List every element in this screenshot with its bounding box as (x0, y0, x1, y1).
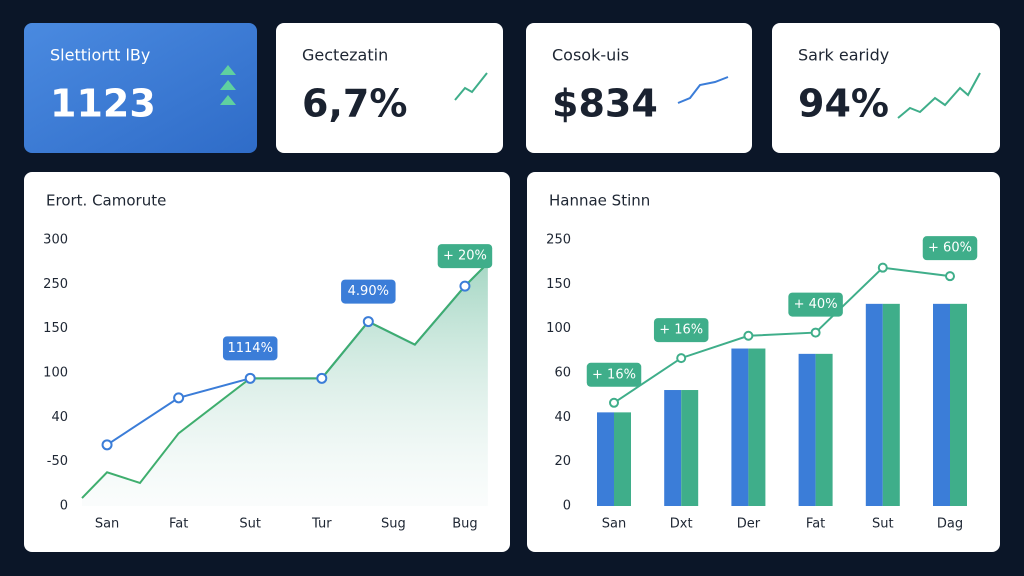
annotation-box (341, 279, 396, 304)
x-tick-label: Der (737, 517, 761, 532)
y-tick-label: 60 (554, 366, 571, 381)
line-series (81, 262, 489, 499)
data-point (101, 439, 113, 451)
sparkline (454, 72, 488, 101)
kpi-card (526, 23, 752, 153)
panel-title: Erort. Camorute (46, 192, 166, 210)
bar (731, 348, 749, 506)
x-tick-label: Sug (381, 517, 406, 532)
data-point (459, 280, 471, 292)
annotation-label: 4.90% (348, 284, 389, 299)
kpi-card (24, 23, 257, 153)
data-point (362, 316, 374, 328)
y-tick-label: 300 (43, 233, 68, 248)
kpi-icon (220, 65, 236, 75)
annotation-box (222, 336, 278, 361)
y-tick-label: 150 (546, 277, 571, 292)
x-tick-label: Fat (806, 517, 825, 532)
annotation-box (788, 292, 843, 317)
y-tick-label: 150 (43, 321, 68, 336)
annotation-label: + 16% (659, 323, 703, 338)
data-point (877, 262, 888, 273)
x-tick-label: Tur (311, 517, 332, 532)
bar (865, 303, 883, 506)
data-point (316, 372, 328, 384)
y-tick-label: 40 (51, 410, 68, 425)
annotation-box (437, 244, 493, 269)
annotation-label: + 20% (443, 249, 487, 264)
sparkline (677, 76, 729, 104)
y-tick-label: 100 (43, 366, 68, 381)
bar (882, 303, 900, 506)
data-point (945, 271, 955, 282)
y-tick-label: 250 (43, 277, 68, 292)
data-point (609, 397, 619, 408)
y-tick-label: 100 (546, 321, 571, 336)
line-series (613, 266, 951, 404)
annotation-label: + 16% (592, 367, 636, 382)
annotation-label: 1114% (227, 341, 272, 356)
kpi-value: 94% (798, 82, 889, 126)
data-point (244, 372, 256, 384)
bar (748, 348, 766, 506)
annotation-label: + 60% (928, 241, 972, 256)
kpi-label: Cosok-uis (552, 46, 629, 65)
bar (798, 353, 816, 506)
bar (681, 390, 699, 506)
data-point (810, 327, 821, 338)
kpi-card (276, 23, 503, 153)
annotation-box (922, 236, 978, 261)
annotation-label: + 40% (794, 297, 838, 312)
kpi-label: Gectezatin (302, 46, 388, 65)
y-tick-label: 40 (554, 410, 571, 425)
x-tick-label: San (602, 517, 626, 532)
area-fill (82, 263, 488, 506)
kpi-value: 1123 (50, 82, 156, 126)
x-tick-label: Sut (872, 517, 894, 532)
x-tick-label: Sut (239, 517, 261, 532)
bar (933, 303, 950, 506)
bar (815, 353, 833, 506)
y-tick-label: 20 (554, 454, 571, 469)
y-tick-label: -50 (47, 454, 68, 469)
kpi-value: 6,7% (302, 82, 407, 126)
kpi-icon (220, 80, 236, 90)
data-point (743, 330, 754, 341)
bar (614, 412, 631, 506)
x-tick-label: Dag (937, 517, 963, 532)
x-tick-label: Dxt (670, 517, 693, 532)
data-point (676, 353, 687, 364)
bar (664, 390, 682, 506)
panel-title: Hannae Stinn (549, 192, 650, 210)
x-tick-label: Fat (169, 517, 188, 532)
kpi-label: Sark earidy (798, 46, 889, 65)
y-tick-label: 0 (60, 499, 68, 514)
y-tick-label: 0 (563, 499, 571, 514)
annotation-box (653, 318, 709, 343)
data-point (173, 392, 185, 404)
x-tick-label: San (95, 517, 119, 532)
x-tick-label: Bug (452, 517, 477, 532)
y-tick-label: 250 (546, 233, 571, 248)
kpi-card (772, 23, 1000, 153)
sparkline (897, 72, 981, 119)
bar (597, 412, 614, 506)
annotation-box (586, 362, 642, 387)
kpi-value: $834 (552, 82, 658, 126)
bar (950, 303, 967, 506)
kpi-icon (220, 95, 236, 105)
kpi-label: Slettiortt lBy (50, 46, 150, 65)
